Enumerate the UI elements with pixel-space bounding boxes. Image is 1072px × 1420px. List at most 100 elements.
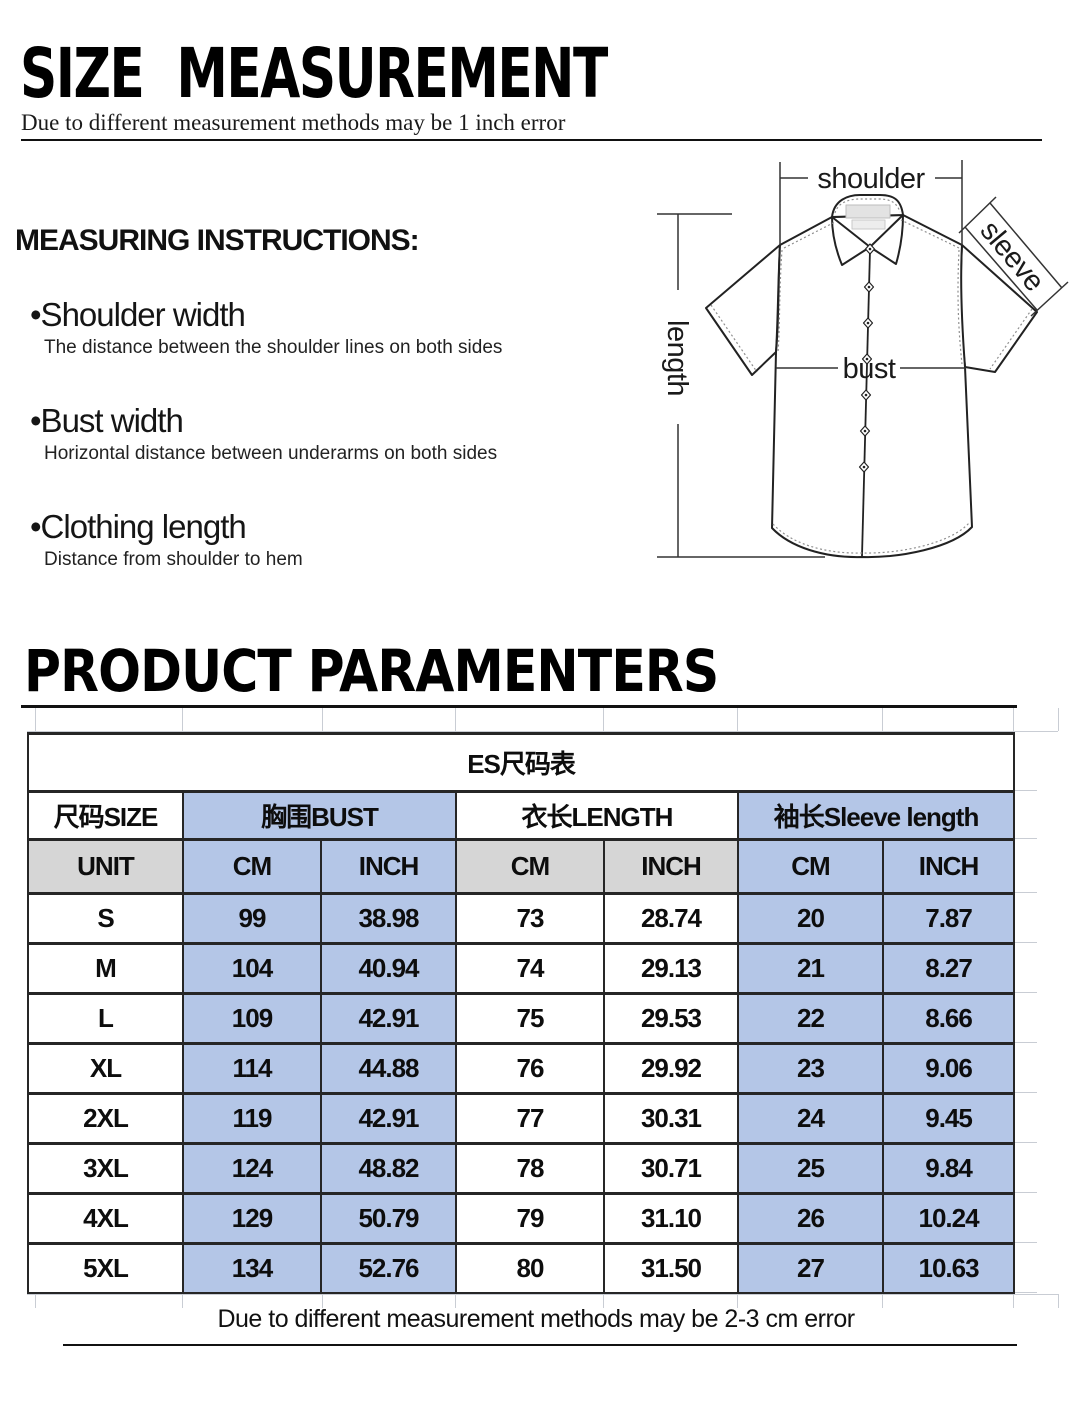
- sleeve-tick-bottom: [1030, 281, 1069, 317]
- unit-header-cell: UNIT: [27, 838, 184, 895]
- page-subtitle: Due to different measurement methods may…: [21, 110, 566, 135]
- grid-row-tick-right: [1015, 1092, 1037, 1093]
- size-row: 3XL 124 48.82 78 30.71 25 9.84: [27, 1142, 1016, 1195]
- grid-column-stub-bottom: [455, 1294, 456, 1308]
- grid-column-stub-bottom: [35, 1294, 36, 1308]
- instruction-item: •Bust width Horizontal distance between u…: [30, 402, 620, 466]
- table-title-cell: ES尺码表: [26, 732, 1016, 793]
- grid-row-tick-right: [1015, 942, 1037, 943]
- instruction-description: The distance between the shoulder lines …: [44, 337, 503, 358]
- size-value-cell: 25: [737, 1142, 884, 1195]
- grid-row-tick-right: [1015, 1042, 1037, 1043]
- size-value-cell: 9.84: [881, 1142, 1016, 1195]
- grid-column-stub-top: [322, 708, 323, 731]
- size-row: XL 114 44.88 76 29.92 23 9.06: [27, 1042, 1016, 1095]
- divider-product: [21, 705, 1017, 708]
- grid-row-tick-right: [1015, 1292, 1037, 1293]
- size-value-cell: 73: [455, 892, 605, 945]
- size-value-cell: 104: [182, 942, 322, 995]
- size-value-cell: 78: [455, 1142, 605, 1195]
- grid-column-stub-top: [603, 708, 604, 731]
- size-row: M 104 40.94 74 29.13 21 8.27: [27, 942, 1016, 995]
- grid-row-tick-right: [1015, 992, 1037, 993]
- grid-column-stub-top: [737, 708, 738, 731]
- grid-row-tick-right: [1015, 1192, 1037, 1193]
- size-row: L 109 42.91 75 29.53 22 8.66: [27, 992, 1016, 1045]
- grid-horizontal-top: [27, 731, 1058, 732]
- size-value-cell: 20: [737, 892, 884, 945]
- size-value-cell: 42.91: [320, 1092, 457, 1145]
- size-name-cell: L: [27, 992, 184, 1045]
- collar-label-small: [851, 219, 886, 230]
- column-group-header: 胸围BUST: [182, 790, 457, 841]
- size-value-cell: 31.50: [603, 1242, 739, 1295]
- size-value-cell: 114: [182, 1042, 322, 1095]
- left-cuff-stitch: [710, 304, 758, 373]
- size-value-cell: 22: [737, 992, 884, 1045]
- size-name-cell: 2XL: [27, 1092, 184, 1145]
- size-value-cell: 134: [182, 1242, 322, 1295]
- grid-column-stub-top: [182, 708, 183, 731]
- hem-stitch: [772, 522, 970, 554]
- shirt-measurement-diagram: shoulder bust length sleeve: [657, 160, 1069, 559]
- instruction-term: •Clothing length: [30, 508, 247, 545]
- size-value-cell: 80: [455, 1242, 605, 1295]
- size-name-cell: 4XL: [27, 1192, 184, 1245]
- instruction-description: Distance from shoulder to hem: [44, 549, 303, 570]
- size-value-cell: 124: [182, 1142, 322, 1195]
- size-value-cell: 31.10: [603, 1192, 739, 1245]
- grid-column-stub-bottom: [182, 1294, 183, 1308]
- size-value-cell: 9.06: [881, 1042, 1016, 1095]
- grid-column-stub-top: [1058, 708, 1059, 731]
- size-name-cell: 3XL: [27, 1142, 184, 1195]
- instruction-term: •Bust width: [30, 402, 184, 439]
- size-value-cell: 30.31: [603, 1092, 739, 1145]
- size-value-cell: 23: [737, 1042, 884, 1095]
- size-value-cell: 50.79: [320, 1192, 457, 1245]
- divider-top: [21, 139, 1042, 141]
- size-value-cell: 48.82: [320, 1142, 457, 1195]
- bust-label: bust: [843, 353, 896, 385]
- sleeve-band-inner: [964, 226, 1038, 311]
- unit-header-cell: INCH: [881, 838, 1016, 895]
- grid-row-tick-right: [1015, 790, 1037, 791]
- size-value-cell: 28.74: [603, 892, 739, 945]
- right-armhole-stitch: [957, 249, 963, 365]
- size-value-cell: 21: [737, 942, 884, 995]
- grid-column-stub-top: [35, 708, 36, 731]
- divider-footer: [63, 1344, 1017, 1346]
- size-value-cell: 75: [455, 992, 605, 1045]
- size-name-cell: 5XL: [27, 1242, 184, 1295]
- size-row: S 99 38.98 73 28.74 20 7.87: [27, 892, 1016, 945]
- grid-column-stub-top: [1013, 708, 1014, 731]
- instruction-term: •Shoulder width: [30, 296, 246, 333]
- size-value-cell: 38.98: [320, 892, 457, 945]
- size-value-cell: 77: [455, 1092, 605, 1145]
- size-value-cell: 24: [737, 1092, 884, 1145]
- size-value-cell: 9.45: [881, 1092, 1016, 1145]
- unit-header-cell: CM: [182, 838, 322, 895]
- grid-column-stub-bottom: [1013, 1294, 1014, 1308]
- left-sleeve: [705, 244, 781, 376]
- size-value-cell: 29.53: [603, 992, 739, 1045]
- size-name-cell: M: [27, 942, 184, 995]
- size-row: 4XL 129 50.79 79 31.10 26 10.24: [27, 1192, 1016, 1245]
- size-value-cell: 10.63: [881, 1242, 1016, 1295]
- shirt-drawing: [705, 194, 1038, 559]
- size-value-cell: 29.13: [603, 942, 739, 995]
- size-value-cell: 52.76: [320, 1242, 457, 1295]
- size-value-cell: 26: [737, 1192, 884, 1245]
- measuring-instructions-list: •Shoulder width The distance between the …: [30, 296, 620, 614]
- grid-column-stub-bottom: [322, 1294, 323, 1308]
- size-value-cell: 74: [455, 942, 605, 995]
- buttons: [858, 243, 876, 473]
- size-value-cell: 79: [455, 1192, 605, 1245]
- unit-header-cell: CM: [455, 838, 605, 895]
- length-label: length: [661, 320, 693, 396]
- size-table-body: ES尺码表 尺码SIZE 胸围BUST 衣长LENGTH 袖长Sleeve length…: [26, 732, 1016, 1295]
- size-value-cell: 8.27: [881, 942, 1016, 995]
- placket-line: [861, 249, 871, 557]
- column-group-header: 衣长LENGTH: [455, 790, 739, 841]
- grid-row-tick-right: [1015, 892, 1037, 893]
